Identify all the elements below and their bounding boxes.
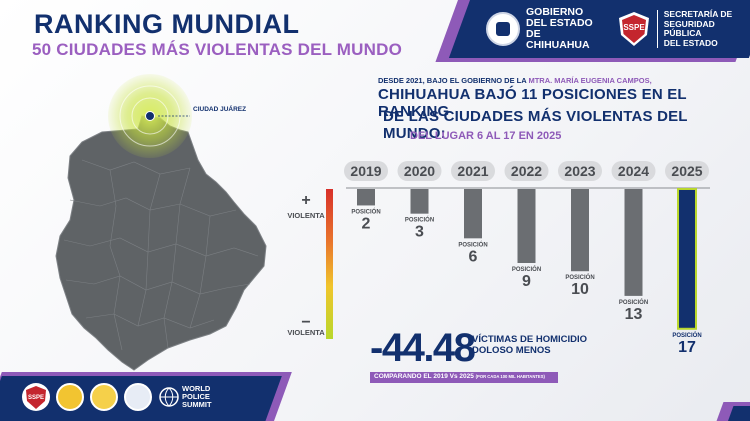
wps-line-1: WORLD — [182, 384, 211, 393]
bar — [410, 189, 429, 214]
bar-prefix-label: POSICIÓN — [672, 331, 701, 339]
wps-line-3: SUMMIT — [182, 400, 212, 409]
sspe-logo-icon: SSPE — [22, 383, 50, 411]
bar-value-label: 13 — [625, 306, 643, 323]
comparison-note: (POR CADA 100 MIL HABITANTES) — [475, 374, 545, 379]
ranking-chart: +VIOLENTA−VIOLENTA 2019 2020 2021 2022 2023 2… — [287, 161, 710, 356]
victims-value: -44.48 — [370, 326, 476, 370]
ssp-line-3: DEL ESTADO — [663, 37, 718, 48]
year-pill — [665, 161, 709, 181]
year-pill — [611, 161, 656, 181]
gov-line-2: DEL ESTADO — [526, 17, 593, 29]
bar-prefix-label: POSICIÓN — [405, 216, 434, 224]
gov-logo-text: GOBIERNO DEL ESTADO DE CHIHUAHUA — [526, 7, 603, 51]
bar-value-label: 9 — [522, 273, 531, 290]
year-pill — [397, 161, 442, 181]
bar-value-label: 2 — [362, 215, 371, 232]
page-title: RANKING MUNDIAL — [34, 9, 300, 39]
bar-prefix-label: POSICIÓN — [512, 265, 541, 273]
year-label: 2019 — [350, 163, 381, 179]
wps-text: WORLD POLICE SUMMIT — [182, 385, 212, 409]
footer-sspe-text: SSPE — [28, 395, 44, 401]
footer-logos: SSPE WORLD POLICE SUMMIT — [22, 379, 262, 415]
comparison-bar: COMPARANDO EL 2019 Vs 2025 (POR CADA 100… — [370, 372, 558, 383]
page-subtitle: 50 CIUDADES MÁS VIOLENTAS DEL MUNDO — [32, 40, 403, 59]
bar-prefix-label: POSICIÓN — [565, 273, 594, 281]
bar-prefix-label: POSICIÓN — [351, 207, 380, 215]
year-label: 2025 — [671, 163, 702, 179]
headline-line-2: CHIHUAHUA BAJÓ 11 POSICIONES EN EL RANKI… — [378, 86, 687, 120]
year-label: 2024 — [618, 163, 649, 179]
headline-line-4: DEL LUGAR 6 AL 17 EN 2025 — [410, 130, 562, 142]
axis-gradient-bar — [326, 189, 333, 339]
chihuahua-map — [30, 70, 290, 375]
year-pills: 2019 2020 2021 2022 2023 2024 2025 — [344, 161, 709, 181]
headline-intro: DESDE 2021, BAJO EL GOBIERNO DE LA MTRA.… — [378, 76, 652, 85]
seal-logo-icon — [124, 383, 152, 411]
headline-intro-name: MTRA. MARÍA EUGENIA CAMPOS, — [528, 76, 652, 85]
bar — [357, 189, 375, 206]
victims-label: VÍCTIMAS DE HOMICIDIO DOLOSO MENOS — [472, 334, 588, 356]
bar-prefix-label: POSICIÓN — [619, 298, 648, 306]
year-pill — [504, 161, 549, 181]
cdeo-logo-icon-2 — [90, 383, 118, 411]
bar-value-label: 6 — [469, 248, 478, 265]
state-shape — [55, 115, 267, 371]
state-seal-icon — [486, 12, 520, 46]
bar — [571, 189, 589, 272]
bar-value-label: 17 — [678, 339, 696, 356]
year-pill — [451, 161, 495, 181]
bar — [677, 188, 697, 330]
axis-top-symbol: + — [301, 192, 310, 209]
municipal-borders — [63, 159, 259, 351]
headline-line-3: DE LAS CIUDADES MÁS VIOLENTAS DEL MUNDO: — [383, 108, 688, 142]
bar-value-label: 10 — [571, 281, 589, 298]
juarez-marker-icon — [145, 111, 155, 121]
gov-line-1: GOBIERNO — [526, 6, 584, 18]
header-logos: GOBIERNO DEL ESTADO DE CHIHUAHUA SSPE SE… — [486, 7, 750, 51]
axis-bottom-label: VIOLENTA — [287, 328, 325, 337]
ssp-line-2: SEGURIDAD PÚBLICA — [663, 18, 715, 38]
axis-top-label: VIOLENTA — [287, 211, 325, 220]
ssp-logo-text: SECRETARÍA DE SEGURIDAD PÚBLICA DEL ESTA… — [656, 9, 750, 48]
bar — [517, 189, 536, 263]
wps-globe-icon — [159, 387, 179, 407]
year-label: 2021 — [457, 163, 488, 179]
wps-line-2: POLICE — [182, 392, 210, 401]
sspe-badge-icon: SSPE — [617, 11, 651, 47]
year-label: 2022 — [511, 163, 542, 179]
city-label: CIUDAD JUÁREZ — [193, 106, 247, 113]
pulse-ring-inner — [131, 97, 169, 135]
comparison-main: COMPARANDO EL 2019 Vs 2025 — [374, 373, 474, 380]
year-pill — [344, 161, 388, 181]
year-label: 2023 — [564, 163, 595, 179]
axis-bottom-symbol: − — [301, 314, 310, 331]
headline-intro-prefix: DESDE 2021, BAJO EL GOBIERNO DE LA — [378, 76, 529, 85]
sspe-badge-text: SSPE — [623, 23, 645, 32]
bar — [624, 189, 643, 296]
cdeo-logo-icon — [56, 383, 84, 411]
year-label: 2020 — [404, 163, 435, 179]
bar-value-label: 3 — [415, 224, 424, 241]
gov-line-3: DE CHIHUAHUA — [526, 28, 590, 51]
bar-prefix-label: POSICIÓN — [458, 240, 487, 248]
ssp-line-1: SECRETARÍA DE — [663, 9, 733, 19]
year-pill — [558, 161, 602, 181]
bar — [464, 189, 482, 239]
violence-axis: +VIOLENTA−VIOLENTA — [287, 187, 710, 339]
